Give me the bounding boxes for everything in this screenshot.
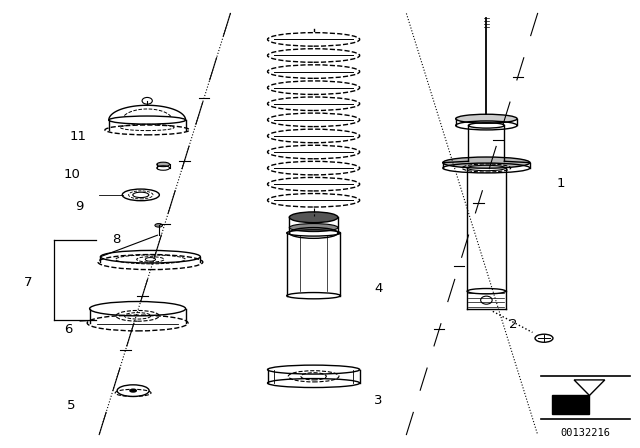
Text: 5: 5 [67,399,76,412]
Ellipse shape [456,114,517,123]
Text: 8: 8 [112,233,120,246]
Text: 11: 11 [69,130,86,143]
Text: 00132216: 00132216 [561,428,611,438]
Ellipse shape [289,224,338,232]
Text: 2: 2 [509,318,517,332]
Text: 4: 4 [374,282,383,296]
Polygon shape [552,396,589,414]
Text: 6: 6 [64,323,72,336]
Text: 7: 7 [24,276,33,289]
Ellipse shape [157,162,170,167]
Text: 9: 9 [76,199,84,213]
Text: 3: 3 [374,394,383,408]
Text: 1: 1 [557,177,565,190]
Ellipse shape [155,224,163,227]
Text: 10: 10 [64,168,81,181]
Ellipse shape [443,157,530,168]
Ellipse shape [130,389,136,392]
Ellipse shape [289,212,338,223]
